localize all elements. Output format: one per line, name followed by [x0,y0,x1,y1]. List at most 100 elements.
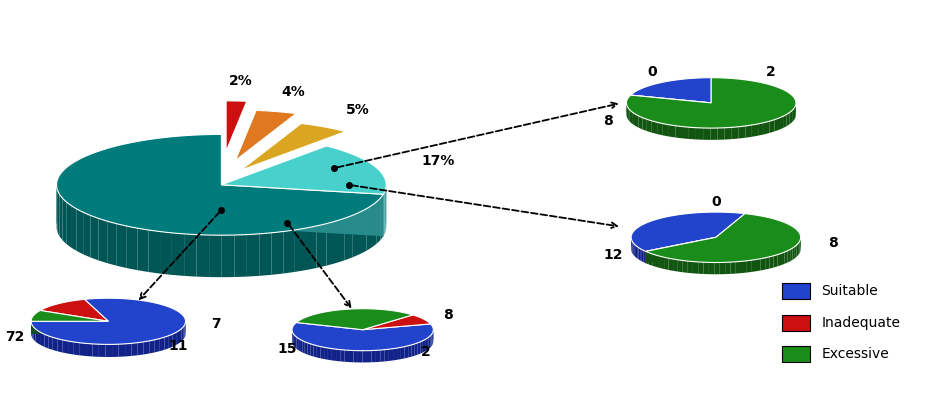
Polygon shape [71,205,76,251]
Polygon shape [642,249,643,262]
Polygon shape [221,185,383,236]
Polygon shape [352,212,360,257]
Polygon shape [235,235,247,277]
Polygon shape [363,315,430,330]
Polygon shape [669,125,675,137]
Polygon shape [106,344,112,357]
Polygon shape [34,327,36,341]
Polygon shape [297,309,413,330]
Text: 0: 0 [647,66,657,79]
Polygon shape [636,246,637,258]
Polygon shape [160,231,172,275]
Polygon shape [777,253,781,266]
Polygon shape [652,254,656,267]
Polygon shape [68,341,73,354]
Polygon shape [247,234,259,277]
Polygon shape [92,344,99,357]
Polygon shape [31,298,186,344]
Polygon shape [327,221,336,265]
Polygon shape [746,260,751,273]
Polygon shape [643,250,645,263]
Polygon shape [117,224,127,268]
Polygon shape [417,342,420,354]
Polygon shape [745,125,752,138]
Text: 11: 11 [168,339,187,353]
Polygon shape [366,205,372,251]
Polygon shape [160,337,165,351]
Polygon shape [693,262,698,274]
Polygon shape [73,342,80,355]
Text: 7: 7 [211,317,220,331]
Polygon shape [628,108,630,122]
Text: 4%: 4% [281,85,304,99]
Polygon shape [631,212,745,252]
Polygon shape [372,202,377,247]
Polygon shape [689,127,696,139]
Polygon shape [645,237,716,263]
Polygon shape [367,351,371,362]
Text: 8: 8 [828,236,837,250]
Polygon shape [149,230,160,273]
Text: 2: 2 [766,66,775,79]
Polygon shape [736,261,741,273]
Polygon shape [41,333,44,347]
Polygon shape [770,120,774,133]
Polygon shape [797,244,798,257]
Polygon shape [336,349,340,361]
Polygon shape [221,235,235,277]
Polygon shape [725,262,730,274]
Polygon shape [704,262,709,274]
Polygon shape [41,299,108,321]
Polygon shape [792,247,795,260]
Polygon shape [179,329,182,343]
Polygon shape [182,327,184,341]
Polygon shape [779,116,783,130]
Polygon shape [632,112,635,126]
Polygon shape [423,339,425,352]
Polygon shape [31,310,108,321]
Polygon shape [76,209,83,254]
Polygon shape [300,339,302,352]
Polygon shape [639,116,642,129]
Polygon shape [302,341,305,354]
Polygon shape [678,260,683,272]
Polygon shape [298,338,300,351]
Polygon shape [295,228,306,272]
Text: 17%: 17% [422,154,455,168]
Polygon shape [149,340,154,354]
Polygon shape [739,126,745,139]
Polygon shape [99,344,106,357]
Polygon shape [751,260,756,272]
Polygon shape [307,343,310,356]
Polygon shape [57,191,59,236]
Polygon shape [427,337,429,350]
Text: 2: 2 [421,345,431,359]
Polygon shape [324,347,328,360]
Polygon shape [292,323,433,351]
Polygon shape [36,329,38,344]
Polygon shape [630,110,632,124]
Polygon shape [317,223,327,268]
Polygon shape [664,257,669,270]
Polygon shape [795,245,797,258]
Polygon shape [669,258,673,271]
Polygon shape [649,253,652,266]
Polygon shape [221,146,386,194]
Polygon shape [393,348,397,360]
Polygon shape [345,350,349,362]
Polygon shape [80,343,86,356]
Polygon shape [425,339,427,351]
Polygon shape [294,334,295,347]
Polygon shape [165,336,169,350]
Polygon shape [32,325,34,340]
Polygon shape [83,212,90,257]
Polygon shape [295,336,297,349]
Polygon shape [645,237,716,263]
Polygon shape [236,110,296,160]
Polygon shape [420,341,423,354]
Polygon shape [630,78,711,103]
Polygon shape [377,198,381,244]
Polygon shape [688,261,693,273]
Polygon shape [99,218,107,263]
Polygon shape [397,347,401,360]
